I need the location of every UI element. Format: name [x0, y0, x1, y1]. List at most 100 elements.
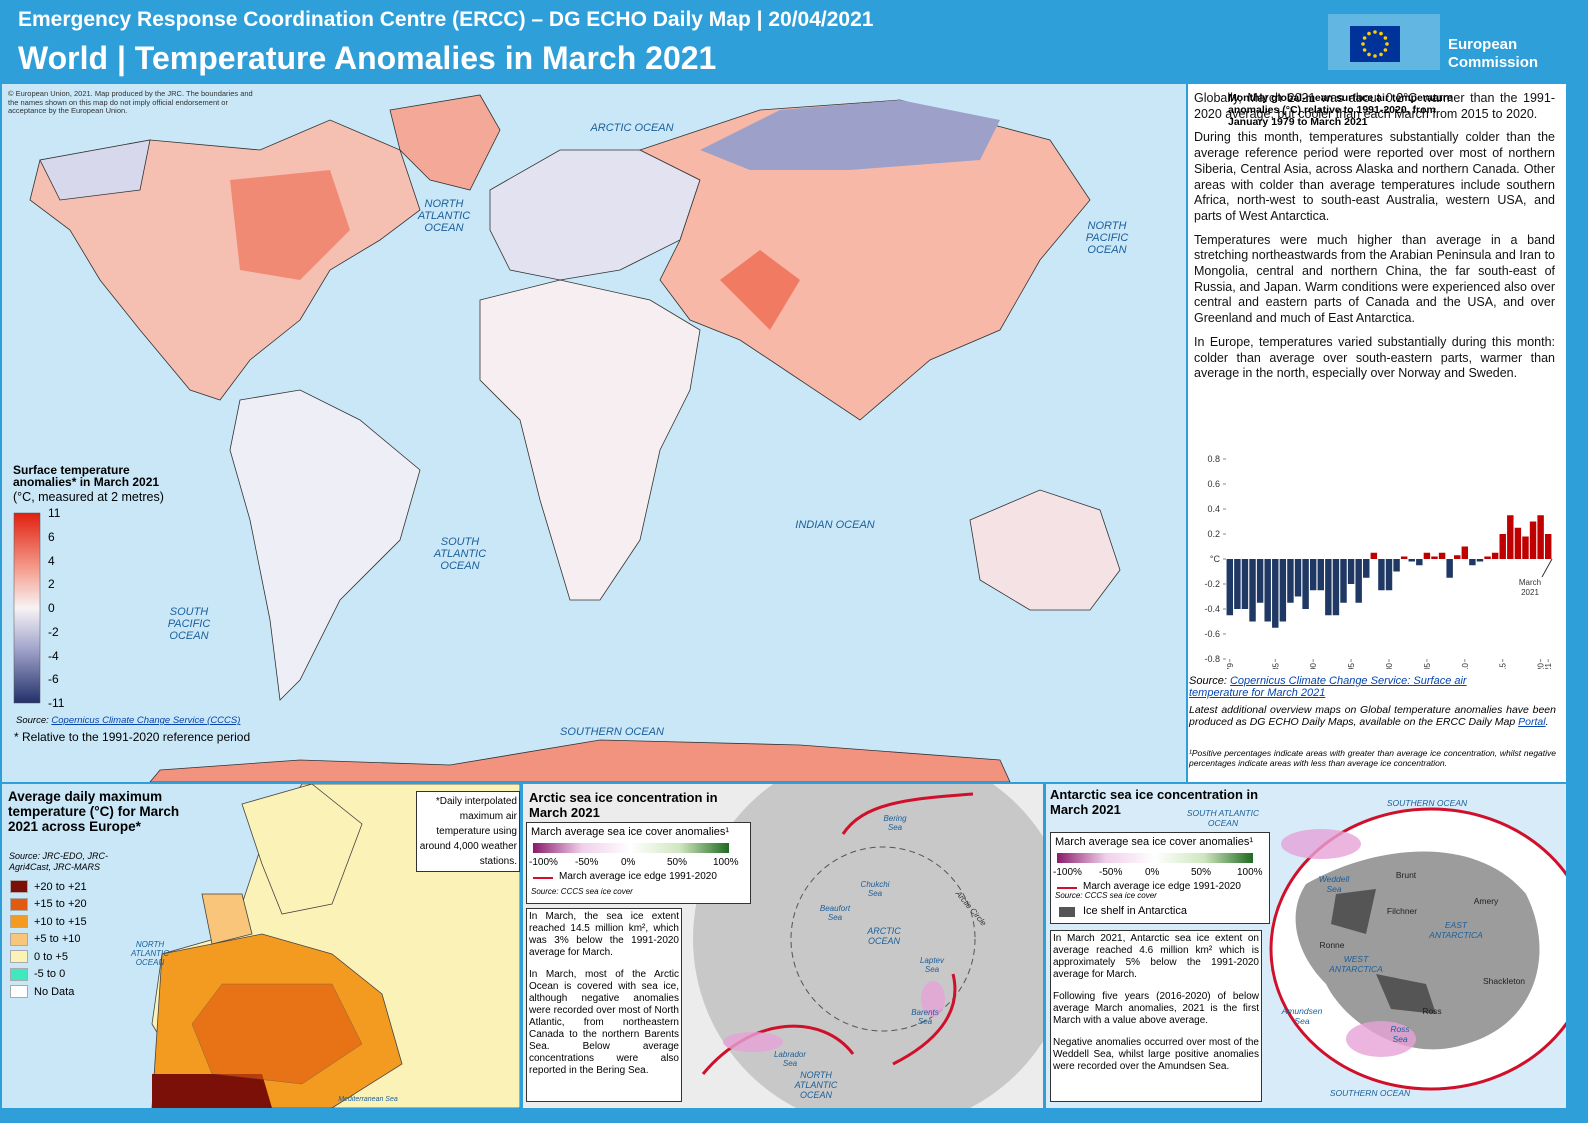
world-map: © European Union, 2021. Map produced by … [2, 84, 1186, 782]
place-label: NORTH ATLANTIC OCEAN [418, 198, 470, 234]
place-label: Ross Sea [1390, 1024, 1409, 1044]
bar [1544, 534, 1552, 559]
place-label: NORTH ATLANTIC OCEAN [795, 1070, 838, 1100]
europe-panel: Average daily maximum temperature (°C) f… [2, 784, 520, 1108]
bar [1408, 559, 1415, 562]
place-label-line: SOUTH ATLANTIC [1186, 808, 1260, 818]
x-tick-label: 2021 [1544, 662, 1553, 669]
legend-label: 0 to +5 [34, 950, 68, 963]
paragraph: Temperatures were much higher than avera… [1194, 232, 1555, 326]
scale-label: -100% [529, 857, 558, 868]
logo-star [1362, 48, 1367, 52]
legend-tick: 2 [48, 577, 55, 592]
place-label-line: OCEAN [1087, 244, 1127, 256]
place-label: SOUTH PACIFIC OCEAN [168, 606, 211, 642]
place-label-line: Sea [924, 965, 940, 974]
arctic-title: Arctic sea ice concentration in March 20… [529, 790, 718, 820]
text-footnote: ¹Positive percentages indicate areas wit… [1189, 748, 1556, 768]
legend-swatch [10, 985, 28, 999]
legend-title: Surface temperature anomalies* in March 2… [13, 464, 159, 488]
portal-note: Latest additional overview maps on Globa… [1189, 704, 1556, 728]
place-label: Chukchi Sea [861, 880, 890, 898]
legend-colorbar [13, 512, 41, 704]
place-label: Bering Sea [883, 814, 906, 832]
portal-link[interactable]: Portal [1518, 716, 1546, 728]
bar [1416, 559, 1423, 566]
place-label-line: ATLANTIC [794, 1080, 838, 1090]
place-label: Shackleton [1483, 976, 1525, 986]
bar [1491, 552, 1499, 559]
europe-source: Source: JRC-EDO, JRC-Agri4Cast, JRC-MARS [9, 851, 109, 872]
place-label-line: PACIFIC [167, 618, 211, 630]
paragraph: Globally, March 2021 was about 0.2°C war… [1194, 91, 1555, 121]
bar [1522, 536, 1529, 559]
legend-row: 0 to +5 [10, 948, 87, 966]
bar [1355, 559, 1362, 603]
scale-label: 100% [713, 857, 739, 868]
legend-label: +5 to +10 [34, 933, 81, 946]
x-tick-label: 2015 [1499, 662, 1508, 669]
place-label-line: Filchner [1386, 906, 1418, 916]
logo-star [1379, 52, 1383, 57]
place-label-line: Ross [1390, 1024, 1410, 1034]
place-label: SOUTHERN OCEAN [1330, 1088, 1410, 1098]
place-label-line: Bering [883, 814, 907, 823]
x-tick-label: 2000 [1385, 662, 1394, 669]
bar [1476, 559, 1484, 562]
place-label: NORTH ATLANTIC OCEAN [131, 940, 169, 967]
legend-title: March average sea ice cover anomalies¹ [531, 826, 730, 838]
place-label-line: Sea [1392, 1034, 1408, 1044]
bar [1264, 559, 1271, 622]
place-label: Filchner [1387, 906, 1417, 916]
place-label-line: OCEAN [867, 936, 900, 946]
bar [1423, 552, 1431, 559]
place-label: Brunt [1396, 870, 1416, 880]
place-label: INDIAN OCEAN [795, 519, 874, 531]
logo-star [1383, 48, 1388, 52]
place-label-line: Sea [782, 1059, 798, 1068]
chart-source-link[interactable]: Copernicus Climate Change Service: Surfa… [1189, 675, 1467, 699]
bar [1294, 559, 1302, 597]
logo-star [1362, 36, 1367, 40]
legend-subtitle: (°C, measured at 2 metres) [13, 490, 164, 504]
world-map-shapes [13, 94, 1121, 782]
footnote: * Relative to the 1991-2020 reference pe… [14, 730, 251, 744]
bar [1499, 534, 1506, 559]
bar [1272, 559, 1279, 628]
bar [1461, 546, 1469, 559]
paragraph: In Europe, temperatures varied substanti… [1194, 334, 1555, 381]
bar [1537, 515, 1544, 559]
color-scale [533, 843, 729, 853]
place-label-line: Shackleton [1482, 976, 1526, 986]
place-label-line: WEST [1343, 954, 1369, 964]
place-label: Amundsen Sea [1282, 1006, 1323, 1026]
legend-label: -5 to 0 [34, 968, 66, 981]
place-label-line: Brunt [1395, 870, 1417, 880]
portal-before: Latest additional overview maps on Globa… [1189, 704, 1556, 728]
x-tick-label: 2020 [1537, 662, 1546, 669]
source-link[interactable]: Copernicus Climate Change Service (CCCS) [51, 715, 241, 726]
bar [1393, 559, 1400, 572]
eu-logo [1328, 14, 1440, 70]
bar [1454, 555, 1461, 559]
x-tick-label: 1995 [1347, 662, 1356, 669]
y-tick-label: 0.4 [1207, 504, 1220, 514]
inset-chart: 0.8 0.6 0.4 0.2 °C -0.2 -0.4 -0.6 -0.8 1979 1985 19… [1192, 453, 1558, 669]
place-label-line: ANTARCTICA [1429, 930, 1483, 940]
bar [1438, 552, 1446, 559]
logo-star [1373, 54, 1377, 58]
scale-label: 50% [667, 857, 688, 868]
y-tick-label: 0.8 [1207, 454, 1220, 464]
place-label-line: ATLANTIC [130, 949, 170, 958]
chart-source: Source: Copernicus Climate Change Servic… [1189, 675, 1519, 699]
logo-star [1373, 30, 1377, 34]
place-label: WEST ANTARCTICA [1329, 954, 1383, 974]
place-label: Weddell Sea [1319, 874, 1350, 894]
shelf-label: Ice shelf in Antarctica [1083, 905, 1187, 917]
place-label-line: Amery [1473, 896, 1499, 906]
source: Source: Copernicus Climate Change Servic… [16, 715, 240, 726]
bar [1234, 559, 1241, 609]
legend-swatch [10, 967, 28, 981]
header-subtitle: Emergency Response Coordination Centre (… [18, 8, 874, 31]
